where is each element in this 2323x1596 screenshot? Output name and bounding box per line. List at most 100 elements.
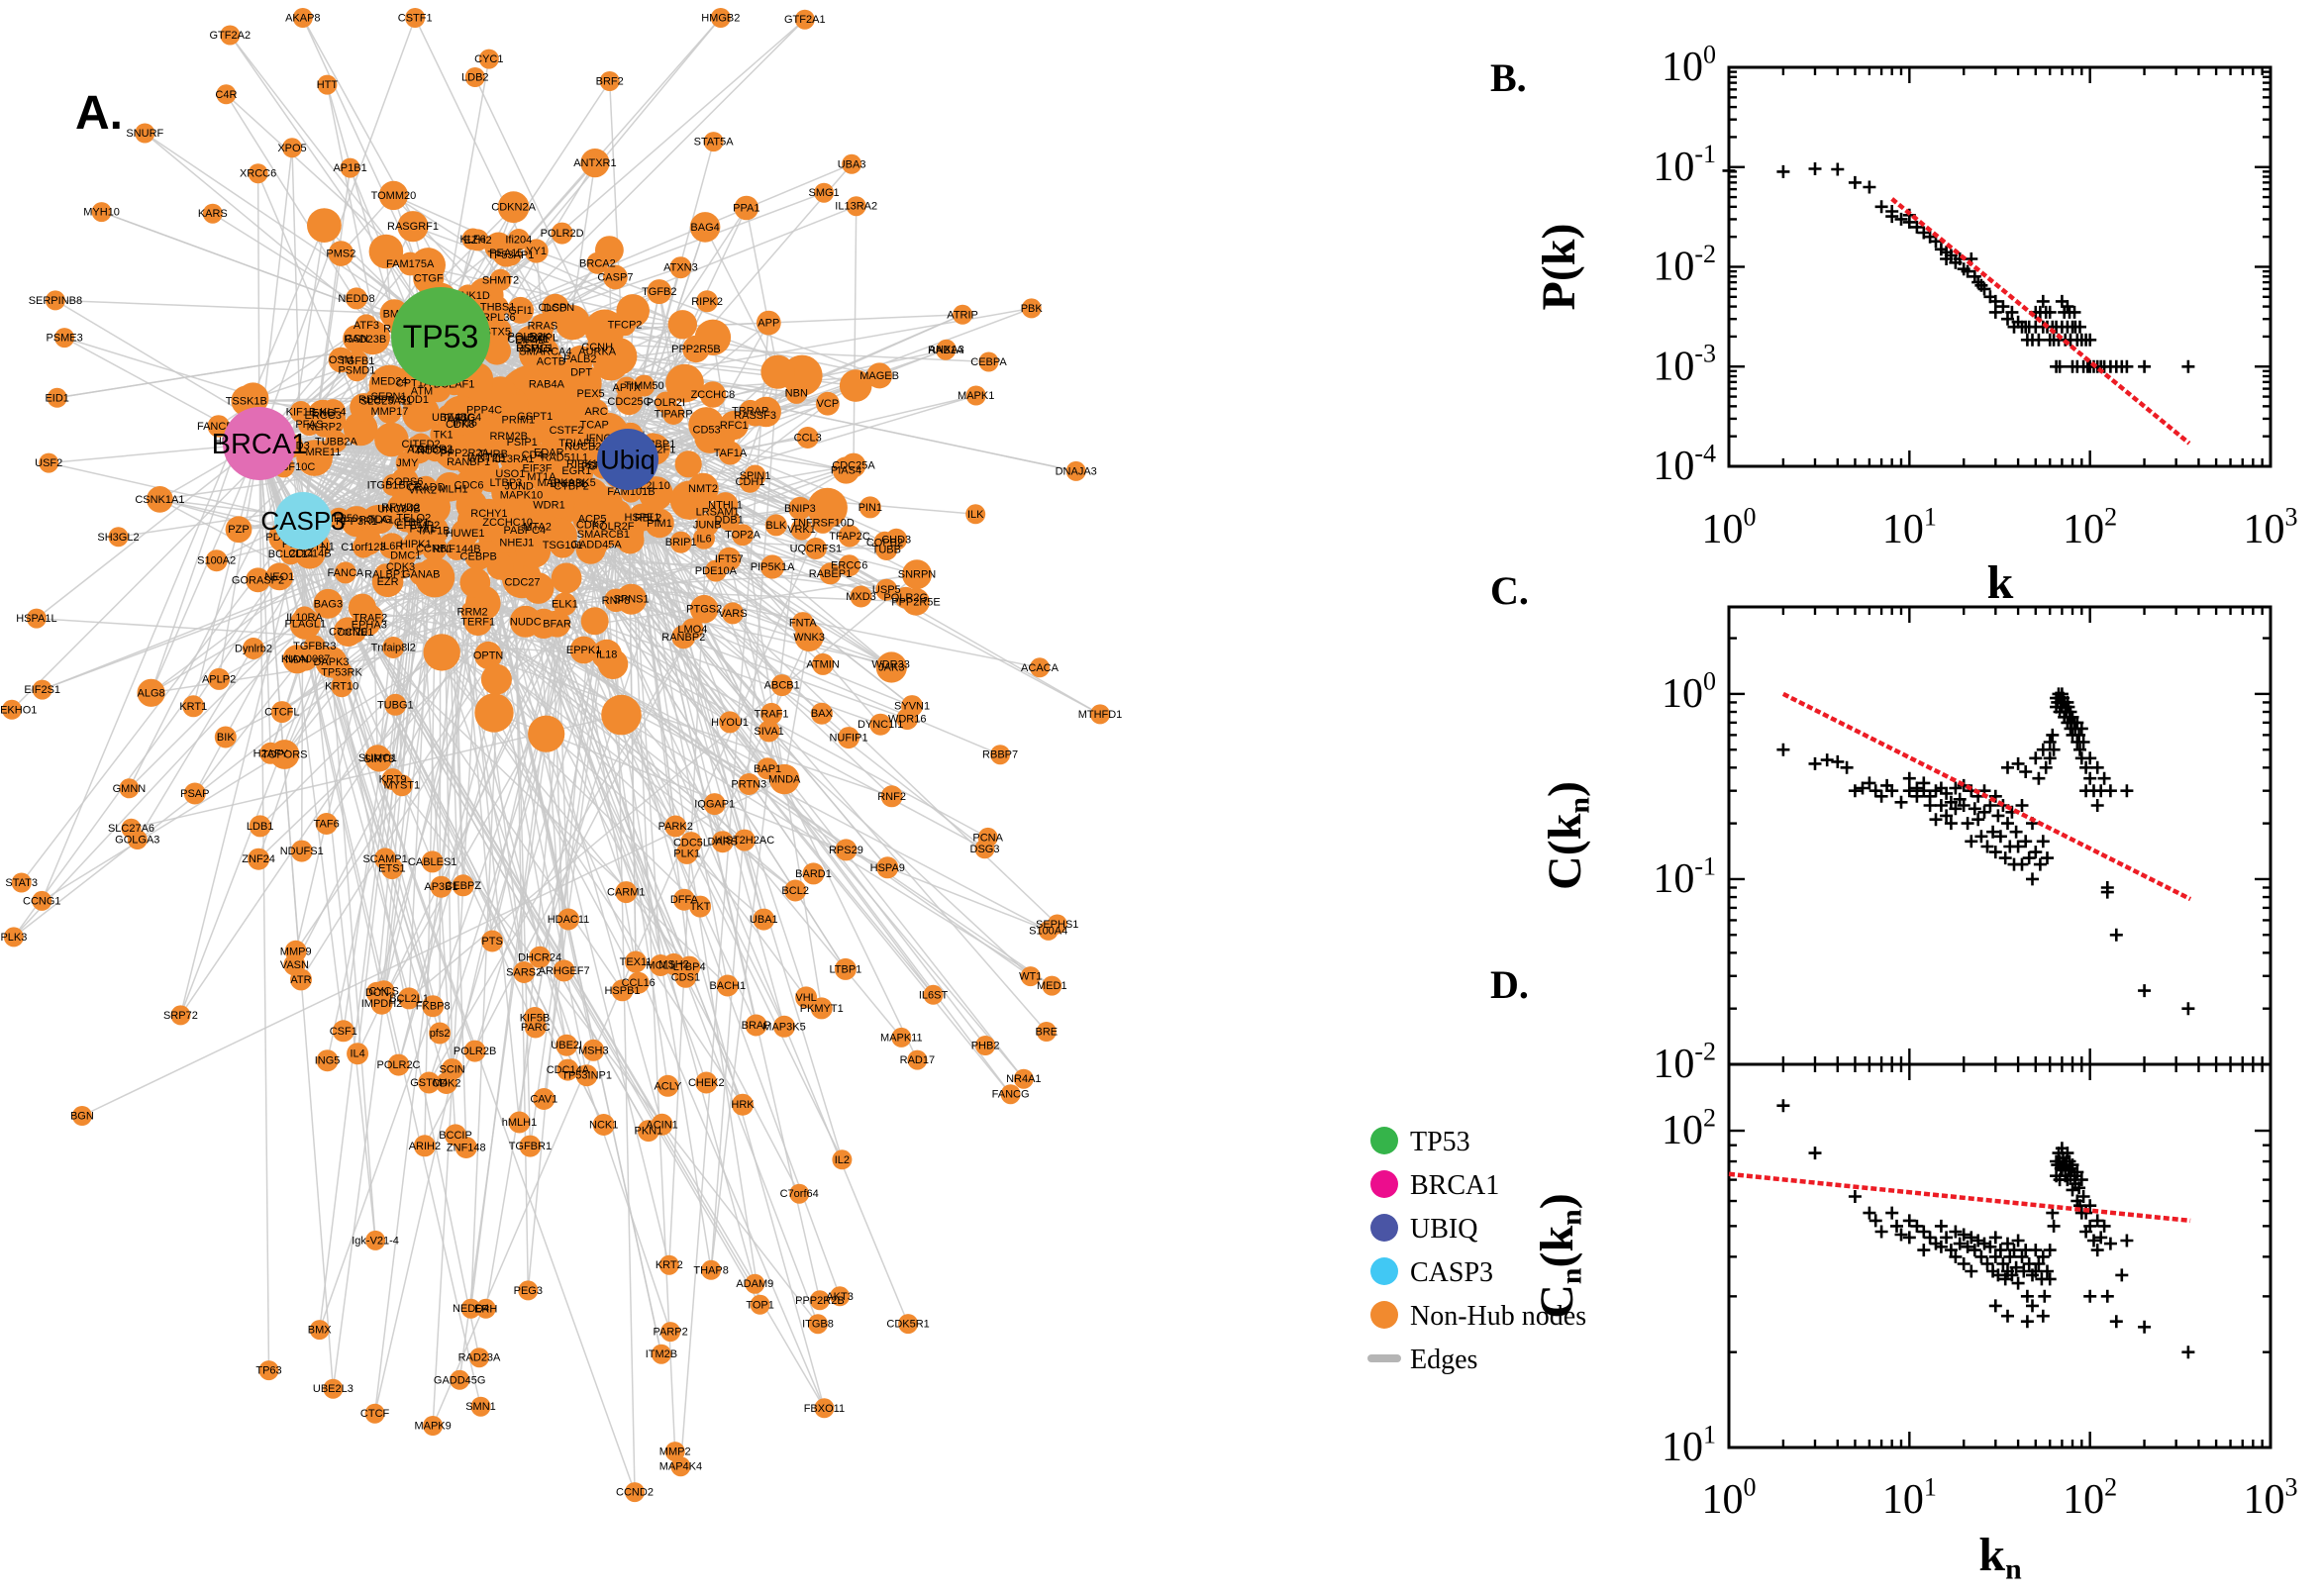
- network-node: [135, 123, 155, 144]
- network-edge: [290, 446, 376, 1241]
- network-node-label: Tnfaip8l2: [371, 643, 416, 654]
- network-node-label: HYOU1: [711, 717, 749, 729]
- network-node: [814, 182, 835, 203]
- network-node: [529, 946, 552, 968]
- network-node-label: THAP8: [693, 1264, 728, 1276]
- network-node-label: ATF3: [354, 320, 379, 332]
- network-node-label: VCP: [817, 398, 840, 410]
- network-node-label: DPT: [570, 366, 592, 378]
- network-node-label: FANCG: [992, 1089, 1030, 1101]
- chart-B-points: [1722, 162, 2195, 373]
- network-node-label: PZP: [228, 524, 249, 536]
- chart-B-ticks: [1727, 65, 2272, 468]
- network-node-label: TP63: [255, 1365, 281, 1377]
- network-node-label: IL6: [696, 533, 711, 545]
- network-node-label: PJA1: [410, 523, 436, 535]
- network-node-label: Ifi204: [505, 235, 532, 247]
- network-node-label: NDUFS1: [280, 846, 324, 857]
- network-node-label: CASP7: [597, 271, 633, 283]
- network-node-label: SMN1: [465, 1401, 496, 1413]
- network-node: [452, 874, 474, 897]
- network-edge: [36, 443, 260, 620]
- network-node-label: TFCP2: [608, 320, 643, 332]
- network-node-label: SMG1: [809, 187, 840, 199]
- network-node-label: CCNG1: [23, 895, 61, 907]
- network-node-label: TOMM20: [371, 190, 417, 202]
- network-node-label: NBN: [785, 387, 808, 399]
- network-node-label: SPIN1: [740, 470, 771, 482]
- network-node-label: TGFB1: [340, 355, 374, 367]
- network-node-label: PARC: [521, 1022, 551, 1034]
- network-node-label: C1orf123: [341, 542, 385, 553]
- network-node: [450, 1369, 470, 1390]
- network-node-label: ARC: [584, 406, 607, 418]
- network-node-label: NCK1: [589, 1120, 618, 1132]
- network-node-label: BCL2: [781, 885, 809, 897]
- network-node-label: ING5: [315, 1055, 341, 1067]
- network-node-label: RASSF3: [734, 410, 776, 422]
- network-node-label: USP5: [872, 584, 901, 596]
- network-node: [475, 1298, 496, 1319]
- network-node-label: POLR2C: [376, 1059, 420, 1071]
- network-node-label: STAT3: [5, 877, 38, 889]
- network-node-label: CDKN2A: [491, 202, 536, 214]
- network-node-label: TSSK1B: [226, 395, 267, 407]
- network-node-label: TOPORS: [261, 749, 307, 761]
- network-node-label: MAGEB: [859, 370, 899, 382]
- network-node-label: BCCIP: [439, 1130, 472, 1142]
- legend-swatch-icon: [1370, 1214, 1398, 1242]
- network-node: [802, 862, 825, 885]
- network-node-label: KRT9: [379, 774, 407, 786]
- network-node-label: BLK: [765, 520, 786, 532]
- network-node-label: PEX5: [577, 388, 605, 400]
- chart-B-fit-line: [1890, 197, 2191, 446]
- network-node-label: CDC25C: [607, 396, 651, 408]
- network-edge: [355, 338, 363, 608]
- network-node-label: CDK5R1: [886, 1319, 929, 1331]
- network-node-label: RRAS: [528, 321, 558, 333]
- network-node: [582, 1039, 605, 1061]
- network-node: [316, 1049, 339, 1072]
- network-node: [601, 694, 642, 736]
- chart-C-ytick-label: 10-1: [1653, 851, 1716, 902]
- network-edge: [432, 621, 479, 1427]
- chart-B-ytick-label: 10-4: [1653, 439, 1716, 489]
- network-node-label: CSF1: [330, 1026, 357, 1038]
- network-node: [838, 525, 861, 548]
- network-node-label: S100A2: [197, 555, 236, 567]
- network-node: [838, 727, 859, 749]
- network-node-label: CTGF: [414, 273, 444, 285]
- network-node-label: WDR1: [533, 500, 564, 512]
- network-edge: [408, 573, 918, 999]
- network-node-label: RRM2: [457, 607, 488, 619]
- network-node-label: CAV1: [530, 1094, 557, 1106]
- network-node-label: ADAM9: [736, 1278, 773, 1290]
- network-edge: [783, 637, 810, 780]
- network-node-label: BAG4: [690, 222, 719, 234]
- network-node-label: NUFIP1: [829, 733, 867, 745]
- network-node-label: TUBG1: [377, 699, 414, 711]
- network-node-label: HIPK1: [400, 539, 432, 550]
- network-node-label: GOLGA3: [115, 835, 159, 847]
- chart-B-ytick-label: 10-1: [1653, 140, 1716, 190]
- network-node-label: LRSAM1: [696, 507, 740, 519]
- network-node-label: AKT3: [826, 1291, 854, 1303]
- network-node-label: VHL: [795, 992, 816, 1004]
- network-edge: [627, 458, 807, 998]
- network-node: [977, 827, 998, 848]
- network-node: [866, 362, 893, 389]
- network-node-label: TNFRSF10D: [791, 517, 855, 529]
- network-node: [580, 607, 609, 636]
- network-node-label: PSAP: [180, 788, 209, 800]
- network-node-label: MAP4K4: [659, 1461, 702, 1473]
- network-node-label: GANAB: [402, 568, 441, 580]
- network-node-label: NHEJ1: [499, 537, 534, 549]
- legend-item-brca1: BRCA1: [1370, 1170, 1499, 1201]
- network-node-label: COL2A1: [507, 334, 549, 346]
- network-node-label: GADD45G: [434, 1374, 486, 1386]
- network-node-label: IL13RA1: [492, 453, 535, 465]
- network-node: [667, 310, 697, 340]
- chart-C-fit-line: [1781, 691, 2192, 902]
- network-node-label: PTS: [481, 936, 502, 948]
